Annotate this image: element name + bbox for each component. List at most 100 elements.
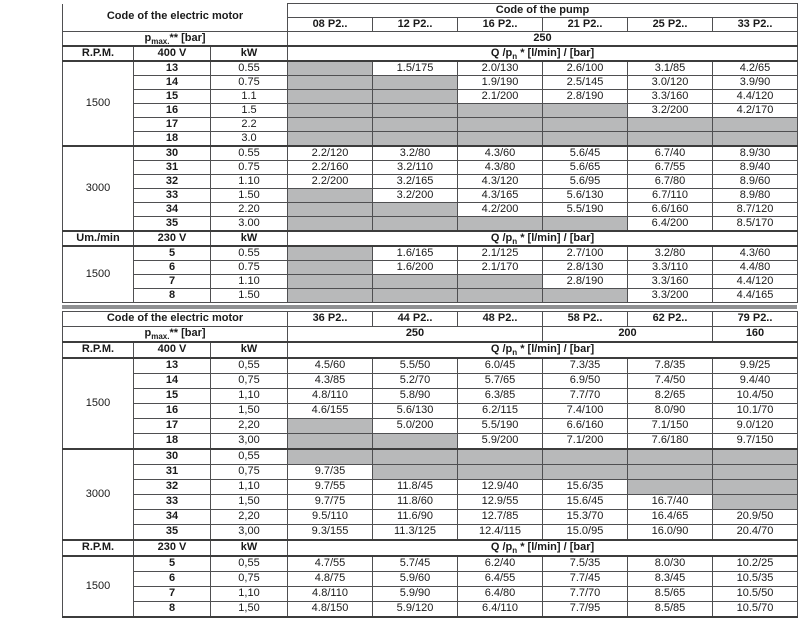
not-available-cell [372, 216, 458, 232]
motor-code: 15 [133, 388, 211, 404]
flow-pressure-value: 11.8/60 [372, 494, 458, 510]
pmax-suffix: ** [bar] [169, 31, 206, 44]
data-row: 17 2.2 [63, 117, 798, 132]
flow-pressure-value: 12.9/55 [457, 494, 543, 510]
flow-pressure-value: 4.3/80 [457, 160, 543, 175]
q-suffix: * [l/min] / [bar] [517, 343, 595, 356]
voltage-label: 230 V [133, 230, 211, 247]
not-available-cell [287, 274, 373, 289]
data-row: 17 2,20 5.0/200 5.5/190 6.6/160 7.1/150 9.0/12… [63, 418, 798, 434]
flow-pressure-value: 9.4/40 [712, 373, 798, 389]
flow-pressure-value: 8.9/30 [712, 145, 798, 161]
flow-pressure-value: 5.6/130 [542, 188, 628, 203]
flow-pressure-value: 9.7/35 [287, 464, 373, 480]
q-prefix: Q /p [490, 343, 513, 356]
not-available-cell [372, 103, 458, 118]
not-available-cell [287, 260, 373, 275]
rpm-value: 1500 [62, 60, 134, 147]
flow-pressure-value: 6.2/40 [457, 555, 543, 572]
not-available-cell [712, 448, 798, 465]
flow-pressure-value: 20.4/70 [712, 524, 798, 541]
not-available-cell [287, 103, 373, 118]
pmax-value: 160 [712, 326, 798, 343]
q-prefix: Q /p [490, 46, 513, 59]
not-available-cell [372, 89, 458, 104]
not-available-cell [627, 479, 713, 495]
flow-pressure-value: 8.7/120 [712, 202, 798, 217]
data-row: 3000 30 0,55 [62, 448, 798, 541]
motor-header: Code of the electric motor [62, 3, 288, 32]
pump-code: 36 P2.. [287, 311, 373, 327]
flow-pressure-value: 3.2/200 [372, 188, 458, 203]
kw-value: 0.75 [210, 260, 288, 275]
flow-pressure-value: 4.8/110 [287, 586, 373, 602]
flow-pressure-value: 9.3/155 [287, 524, 373, 541]
pmax-value: 250 [287, 326, 543, 343]
kw-value: 0.55 [210, 145, 288, 161]
flow-pressure-value: 11.3/125 [372, 524, 458, 541]
kw-value: 1.5 [210, 103, 288, 118]
not-available-cell [457, 448, 543, 465]
motor-code: 34 [133, 509, 211, 525]
flow-pressure-value: 15.3/70 [542, 509, 628, 525]
rpm-unit-label: Um./min [62, 230, 134, 247]
not-available-cell [287, 216, 373, 232]
flow-pressure-value: 2.0/130 [457, 60, 543, 76]
not-available-cell [457, 464, 543, 480]
motor-code: 13 [133, 60, 211, 76]
data-row: 18 3,00 5.9/200 7.1/200 7.6/180 9.7/150 [63, 433, 798, 450]
q-pn-header: Q /pn * [l/min] / [bar] [287, 230, 798, 247]
not-available-cell [542, 464, 628, 480]
kw-value: 0.75 [210, 160, 288, 175]
kw-value: 1.50 [210, 288, 288, 303]
motor-code: 8 [133, 601, 211, 618]
flow-pressure-value: 2.5/145 [542, 75, 628, 90]
flow-pressure-value: 3.3/160 [627, 274, 713, 289]
motor-code: 33 [133, 188, 211, 203]
flow-pressure-value: 6.3/85 [457, 388, 543, 404]
not-available-cell [457, 288, 543, 303]
q-subscript: n [512, 51, 518, 61]
kw-value: 1.1 [210, 89, 288, 104]
not-available-cell [287, 448, 373, 465]
flow-pressure-value: 8.9/80 [712, 188, 798, 203]
not-available-cell [287, 117, 373, 132]
data-row: 6 0.75 1.6/200 2.1/170 2.8/130 3.3/110 4.4/80 [63, 260, 798, 275]
kw-value: 3,00 [210, 433, 288, 450]
flow-pressure-value: 8.3/45 [627, 571, 713, 587]
kw-value: 0,55 [210, 357, 288, 374]
data-row: 18 3.0 [63, 131, 798, 147]
flow-pressure-value: 6.7/110 [627, 188, 713, 203]
kw-column-label: kW [210, 539, 288, 557]
flow-pressure-value: 3.3/110 [627, 260, 713, 275]
data-row: 15 1,10 4.8/110 5.8/90 6.3/85 7.7/70 8.2/65 10.… [63, 388, 798, 404]
not-available-cell [372, 202, 458, 217]
flow-pressure-value: 9.7/55 [287, 479, 373, 495]
pmax-row: pmax.** [bar] 250 [62, 31, 798, 47]
not-available-cell [542, 288, 628, 303]
kw-value: 2.20 [210, 202, 288, 217]
flow-pressure-value: 4.2/170 [712, 103, 798, 118]
pmax-label: pmax.** [bar] [62, 326, 288, 343]
not-available-cell [287, 60, 373, 76]
flow-pressure-value: 7.1/200 [542, 433, 628, 450]
q-prefix: Q /p [490, 541, 513, 554]
q-pn-header: Q /pn * [l/min] / [bar] [287, 341, 798, 359]
not-available-cell [457, 131, 543, 147]
kw-value: 0,75 [210, 373, 288, 389]
flow-pressure-value: 15.0/95 [542, 524, 628, 541]
flow-pressure-value: 4.8/150 [287, 601, 373, 618]
data-row: 32 1.10 2.2/200 3.2/165 4.3/120 5.6/95 6.7/80 8… [63, 174, 798, 189]
data-row: 3000 30 0.55 2.2/120 3.2/80 4.3/60 5.6/45 6.7/4… [62, 145, 798, 232]
flow-pressure-value: 6.4/110 [457, 601, 543, 618]
motor-code: 15 [133, 89, 211, 104]
flow-pressure-value: 7.7/70 [542, 586, 628, 602]
flow-pressure-value: 11.8/45 [372, 479, 458, 495]
flow-pressure-value: 15.6/35 [542, 479, 628, 495]
q-subscript: n [512, 348, 518, 358]
flow-pressure-value: 8.5/85 [627, 601, 713, 618]
pump-code: 33 P2.. [712, 17, 798, 32]
kw-value: 1,10 [210, 388, 288, 404]
data-row: 6 0,75 4.8/75 5.9/60 6.4/55 7.7/45 8.3/45 10.5/… [63, 571, 798, 587]
